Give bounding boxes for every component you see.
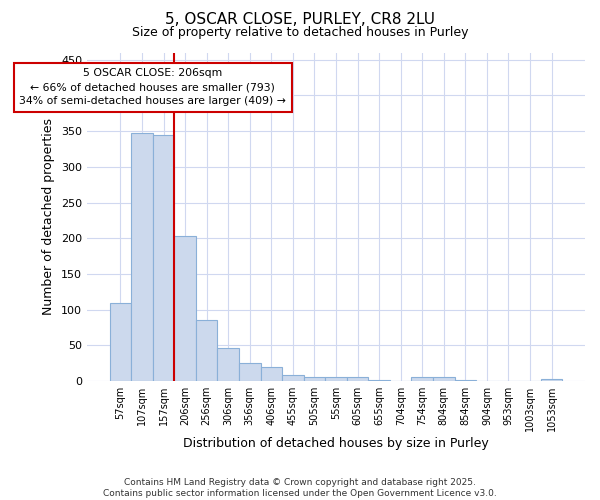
Bar [347,377,368,381]
Bar [368,380,390,381]
Bar [131,132,153,381]
Bar [325,377,347,381]
Bar [541,379,562,381]
Bar [282,375,304,381]
Bar [304,377,325,381]
Bar [153,134,175,381]
Bar [260,367,282,381]
Text: Size of property relative to detached houses in Purley: Size of property relative to detached ho… [132,26,468,39]
Text: 5, OSCAR CLOSE, PURLEY, CR8 2LU: 5, OSCAR CLOSE, PURLEY, CR8 2LU [165,12,435,28]
Bar [433,377,455,381]
Bar [455,380,476,381]
Bar [239,364,260,381]
Text: 5 OSCAR CLOSE: 206sqm
← 66% of detached houses are smaller (793)
34% of semi-det: 5 OSCAR CLOSE: 206sqm ← 66% of detached … [19,68,286,106]
Bar [196,320,217,381]
Text: Contains HM Land Registry data © Crown copyright and database right 2025.
Contai: Contains HM Land Registry data © Crown c… [103,478,497,498]
Bar [175,236,196,381]
Bar [110,302,131,381]
X-axis label: Distribution of detached houses by size in Purley: Distribution of detached houses by size … [183,437,489,450]
Bar [412,377,433,381]
Bar [217,348,239,381]
Y-axis label: Number of detached properties: Number of detached properties [43,118,55,316]
